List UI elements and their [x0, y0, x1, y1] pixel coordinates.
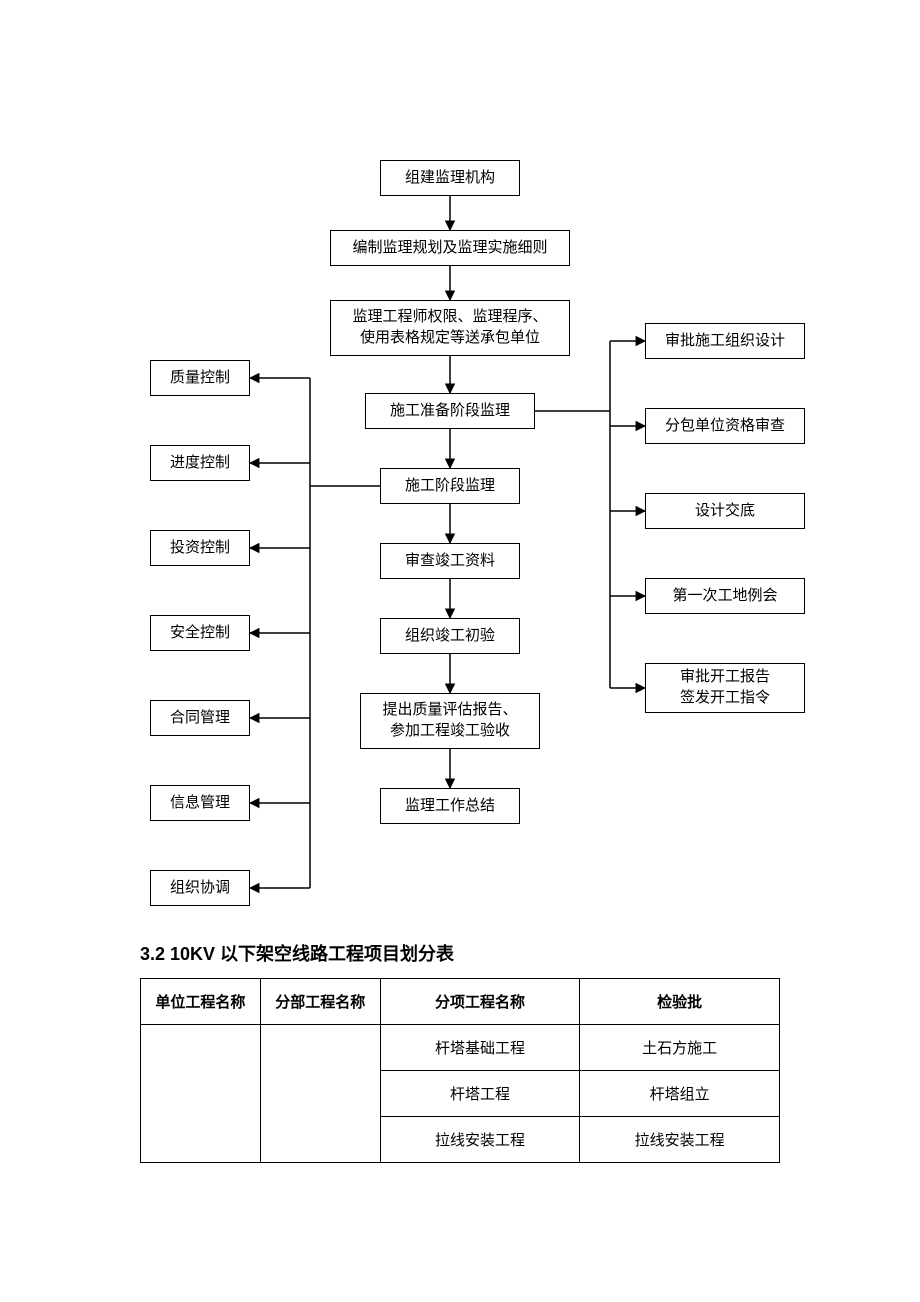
flowchart-node-l1: 质量控制 — [150, 360, 250, 396]
flowchart-node-r4: 第一次工地例会 — [645, 578, 805, 614]
flowchart-node-n8: 提出质量评估报告、 参加工程竣工验收 — [360, 693, 540, 749]
col-header: 分部工程名称 — [260, 979, 380, 1025]
supervision-flowchart: 组建监理机构编制监理规划及监理实施细则监理工程师权限、监理程序、 使用表格规定等… — [0, 0, 920, 900]
flowchart-connectors — [0, 0, 920, 900]
flowchart-node-l4: 安全控制 — [150, 615, 250, 651]
col-header: 检验批 — [580, 979, 780, 1025]
cell-subproject-name — [260, 1025, 380, 1163]
cell-unit-name — [141, 1025, 261, 1163]
cell-item-name: 杆塔工程 — [380, 1071, 580, 1117]
flowchart-node-r2: 分包单位资格审查 — [645, 408, 805, 444]
col-header: 单位工程名称 — [141, 979, 261, 1025]
table-row: 杆塔基础工程土石方施工 — [141, 1025, 780, 1071]
flowchart-node-r3: 设计交底 — [645, 493, 805, 529]
flowchart-node-n3: 监理工程师权限、监理程序、 使用表格规定等送承包单位 — [330, 300, 570, 356]
flowchart-node-l3: 投资控制 — [150, 530, 250, 566]
cell-item-name: 拉线安装工程 — [380, 1117, 580, 1163]
cell-item-name: 杆塔基础工程 — [380, 1025, 580, 1071]
flowchart-node-n4: 施工准备阶段监理 — [365, 393, 535, 429]
flowchart-node-r1: 审批施工组织设计 — [645, 323, 805, 359]
flowchart-node-l7: 组织协调 — [150, 870, 250, 906]
flowchart-node-l6: 信息管理 — [150, 785, 250, 821]
section-title: 3.2 10KV 以下架空线路工程项目划分表 — [140, 940, 920, 966]
flowchart-node-l2: 进度控制 — [150, 445, 250, 481]
flowchart-node-r5: 审批开工报告 签发开工指令 — [645, 663, 805, 713]
flowchart-node-l5: 合同管理 — [150, 700, 250, 736]
flowchart-node-n5: 施工阶段监理 — [380, 468, 520, 504]
cell-inspection-batch: 杆塔组立 — [580, 1071, 780, 1117]
flowchart-node-n9: 监理工作总结 — [380, 788, 520, 824]
flowchart-node-n6: 审查竣工资料 — [380, 543, 520, 579]
project-division-table: 单位工程名称 分部工程名称 分项工程名称 检验批 杆塔基础工程土石方施工杆塔工程… — [140, 978, 780, 1163]
col-header: 分项工程名称 — [380, 979, 580, 1025]
cell-inspection-batch: 拉线安装工程 — [580, 1117, 780, 1163]
table-header-row: 单位工程名称 分部工程名称 分项工程名称 检验批 — [141, 979, 780, 1025]
flowchart-node-n7: 组织竣工初验 — [380, 618, 520, 654]
flowchart-node-n1: 组建监理机构 — [380, 160, 520, 196]
flowchart-node-n2: 编制监理规划及监理实施细则 — [330, 230, 570, 266]
cell-inspection-batch: 土石方施工 — [580, 1025, 780, 1071]
